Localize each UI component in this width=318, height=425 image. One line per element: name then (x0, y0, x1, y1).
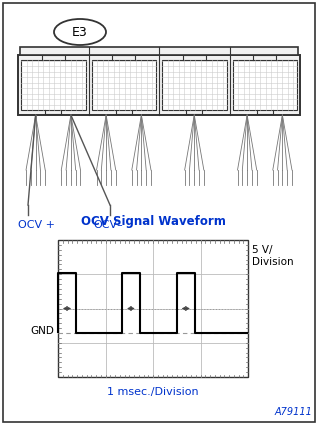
Bar (20, 47, 298, 55)
Bar (232, 60, 297, 110)
Text: OCV +: OCV + (18, 220, 55, 230)
Text: A79111: A79111 (274, 407, 312, 417)
Bar (58, 240, 248, 377)
Text: OCV Signal Waveform: OCV Signal Waveform (80, 215, 225, 228)
Text: 1 msec./Division: 1 msec./Division (107, 387, 199, 397)
Text: OCV–: OCV– (93, 220, 123, 230)
Bar (21, 60, 86, 110)
Bar (92, 60, 156, 110)
Bar (18, 55, 300, 115)
Ellipse shape (54, 19, 106, 45)
Text: 5 V/
Division: 5 V/ Division (252, 245, 294, 267)
Text: E3: E3 (72, 26, 88, 39)
Bar (162, 60, 226, 110)
Text: GND: GND (30, 326, 54, 336)
